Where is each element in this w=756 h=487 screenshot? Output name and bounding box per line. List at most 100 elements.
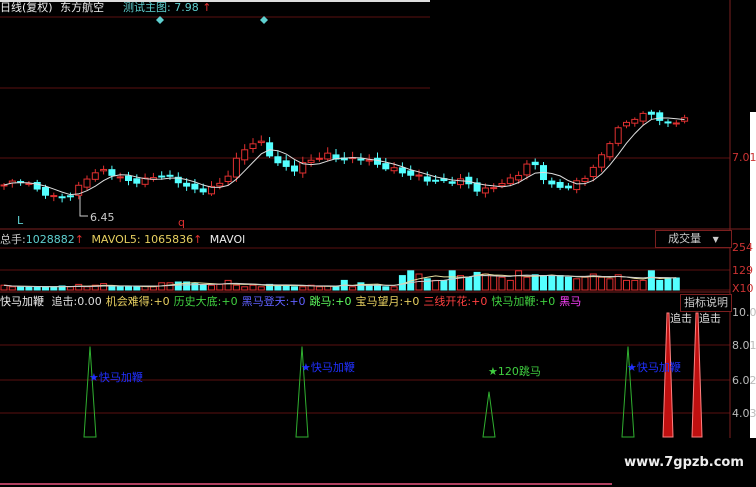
- candle-body: [581, 177, 589, 182]
- candle-body: [133, 178, 141, 184]
- volume-bar: [556, 275, 564, 291]
- indicator-item-value: +0: [335, 295, 352, 308]
- candle-body: [66, 195, 74, 198]
- candle-body: [91, 172, 99, 180]
- volume-bar: [581, 276, 589, 291]
- volume-bar: [564, 276, 572, 291]
- signal-label: 追击: [699, 312, 721, 325]
- indicator-item: 快马加鞭:+0: [491, 295, 555, 308]
- marker-q: q: [178, 216, 185, 229]
- indicator-item-label: 黑马登天:: [241, 295, 290, 308]
- candle-body: [407, 170, 415, 176]
- candle-body: [174, 176, 182, 184]
- volume-bar: [257, 286, 265, 291]
- candle-body: [0, 184, 8, 187]
- volume-bar: [672, 277, 680, 291]
- candle-body: [158, 175, 166, 178]
- indicator-item: 黑马登天:+0: [242, 295, 306, 308]
- volume-bar: [465, 276, 473, 291]
- indicator-item-label: 追击:: [51, 295, 78, 308]
- candle-body: [257, 140, 265, 144]
- volume-bar: [531, 274, 539, 291]
- candle-body: [432, 179, 440, 182]
- volume-bar: [332, 286, 340, 291]
- volume-bar: [598, 276, 606, 291]
- volume-bar: [357, 282, 365, 291]
- candle-body: [606, 143, 614, 158]
- volume-bar: [647, 270, 655, 291]
- candle-body: [423, 176, 431, 182]
- volume-bar: [208, 284, 215, 291]
- candle-body: [623, 121, 630, 127]
- indicator-help-button[interactable]: 指标说明: [680, 294, 732, 312]
- indicator-item: 跳马:+0: [310, 295, 352, 308]
- period-label[interactable]: 日线(复权): [0, 1, 53, 14]
- volume-bar: [490, 275, 498, 291]
- watermark: www.7gpzb.com: [612, 438, 756, 487]
- volume-bar: [374, 284, 381, 291]
- candle-body: [357, 158, 365, 161]
- signal-label: ★快马加鞭: [301, 361, 355, 374]
- volume-bar: [8, 286, 16, 291]
- volume-bar: [573, 278, 581, 291]
- signal-diamond-icon: [260, 16, 268, 24]
- volume-axis-label: 254: [732, 241, 753, 254]
- indicator-item: 机会难得:+0: [106, 295, 170, 308]
- candle-body: [490, 187, 498, 190]
- volume-bar: [83, 286, 91, 291]
- candle-body: [58, 196, 66, 199]
- low-price-marker: 6.45: [90, 211, 115, 224]
- volume-bar: [540, 275, 547, 291]
- candle-body: [33, 181, 41, 190]
- candle-body: [548, 180, 556, 185]
- candle-body: [274, 156, 282, 164]
- volume-bar: [315, 286, 323, 291]
- candle-body: [241, 149, 249, 161]
- volume-bar: [199, 284, 207, 291]
- indicator-axis-label: 8.01: [732, 339, 756, 352]
- volume-header: 总手:1028882↑ MAVOL5: 1065836↑ MAVOl: [0, 233, 245, 246]
- candle-body: [598, 154, 606, 168]
- volume-bar: [299, 286, 307, 291]
- volume-bar: [0, 284, 8, 291]
- signal-label: ★120跳马: [488, 365, 541, 378]
- up-arrow-icon: ↑: [202, 1, 212, 14]
- volume-bar: [440, 279, 448, 291]
- candle-body: [457, 178, 464, 186]
- candle-body: [473, 182, 481, 192]
- candle-body: [183, 182, 191, 187]
- volume-bar: [183, 281, 191, 291]
- indicator-item-label: 机会难得:: [105, 295, 154, 308]
- indicator-value: 7.98: [174, 1, 199, 14]
- indicator-selector-dropdown[interactable]: 成交量 ▼: [655, 230, 732, 248]
- total-volume-label: 总手:: [0, 233, 26, 246]
- indicator-item-label: 历史大底:: [173, 295, 222, 308]
- volume-axis-label: 129: [732, 264, 753, 277]
- indicator-item-value: +0: [289, 295, 306, 308]
- indicator-item-value: +0: [221, 295, 238, 308]
- mavol-label: MAVOl: [209, 233, 246, 246]
- volume-bar: [291, 286, 298, 291]
- candle-body: [390, 167, 398, 172]
- candle-body: [639, 112, 647, 122]
- indicator-item-value: 0.00: [77, 295, 102, 308]
- volume-bar: [75, 283, 83, 291]
- candle-body: [191, 183, 199, 190]
- volume-bar: [125, 286, 132, 291]
- candle-body: [448, 181, 456, 184]
- volume-bar: [216, 283, 224, 291]
- indicator-axis-label: 10.0: [732, 306, 756, 319]
- indicator-name: 测试主图:: [123, 1, 171, 14]
- indicator-item-label: 宝马望月:: [355, 295, 404, 308]
- candle-body: [282, 160, 290, 167]
- candle-body: [672, 122, 680, 125]
- price-axis-label: 7.01: [732, 151, 756, 164]
- indicator-item: 宝马望月:+0: [355, 295, 419, 308]
- candle-body: [573, 180, 581, 191]
- volume-bar: [664, 278, 672, 291]
- volume-bar: [108, 286, 116, 291]
- mavol5-value: 1065836: [144, 233, 194, 246]
- candle-body: [664, 121, 672, 124]
- candle-body: [631, 118, 639, 124]
